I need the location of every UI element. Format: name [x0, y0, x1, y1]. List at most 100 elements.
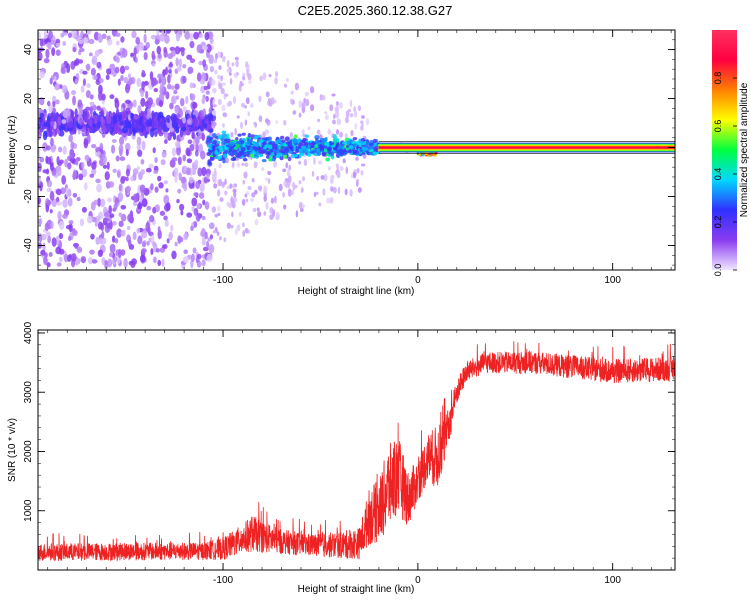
spectrogram-point: [187, 139, 193, 144]
spectrogram-point: [76, 246, 83, 253]
y-tick-label: 4000: [23, 321, 34, 344]
spectrogram-point: [47, 235, 52, 244]
spectrogram-point: [282, 168, 287, 173]
spectrogram-point: [290, 98, 293, 105]
spectrogram-point: [230, 224, 234, 229]
spectrogram-point: [357, 105, 362, 112]
spectrogram-point: [307, 152, 312, 157]
spectrogram-point: [176, 113, 181, 119]
spectrogram-point: [236, 162, 241, 168]
spectrogram-point: [49, 77, 53, 85]
spectrogram-point: [265, 150, 271, 156]
spectrogram-point: [195, 212, 201, 222]
spectrogram-point: [328, 166, 331, 171]
spectrogram-point: [150, 183, 154, 191]
spectrogram-point: [62, 199, 68, 208]
spectrogram-point: [113, 124, 119, 135]
spectrogram-point: [309, 104, 315, 112]
spectrogram-point: [174, 140, 181, 149]
spectrogram-point: [49, 125, 54, 131]
spectrogram-point: [201, 259, 206, 267]
spectrogram-point: [342, 141, 348, 145]
spectrogram-point: [97, 221, 103, 230]
spectrogram-point: [82, 70, 88, 75]
spectrogram-point: [349, 189, 353, 197]
spectrogram-point: [109, 63, 116, 70]
spectrogram-point: [49, 121, 55, 127]
spectrogram-point: [113, 256, 118, 263]
spectrogram-point: [183, 165, 187, 173]
spectrogram-point: [301, 102, 306, 110]
spectrogram-point: [62, 108, 68, 119]
spectrogram-point: [38, 196, 42, 205]
spectrogram-point: [109, 243, 116, 254]
spectrogram-point: [268, 157, 273, 162]
spectrogram-point: [327, 129, 332, 135]
spectrogram-point: [125, 99, 131, 104]
spectrogram-point: [61, 119, 67, 125]
spectrogram-point: [345, 110, 350, 119]
spectrogram-point: [99, 249, 104, 256]
spectrogram-point: [83, 37, 88, 44]
spectrogram-point: [89, 94, 94, 100]
spectrogram-point: [94, 221, 98, 227]
spectrogram-point: [226, 59, 230, 68]
spectrogram-point: [170, 85, 175, 90]
spectrogram-point: [125, 118, 130, 129]
spectrogram-point: [146, 240, 150, 246]
spectrogram-point: [52, 127, 58, 137]
spectrogram-point: [85, 30, 92, 35]
spectrogram-point: [231, 184, 235, 189]
colorbar-gradient: [712, 30, 737, 270]
spectrogram-point: [360, 163, 366, 167]
spectrogram-point: [163, 34, 170, 44]
spectrogram-point: [93, 126, 100, 132]
spectrogram-point: [163, 131, 169, 139]
spectrogram-point: [67, 32, 73, 39]
spectrogram-point: [144, 80, 149, 86]
spectrogram-point: [214, 213, 219, 218]
spectrogram-point: [189, 93, 196, 101]
spectrogram-point: [189, 82, 194, 89]
spectrogram-point: [198, 192, 205, 200]
spectrogram-point: [153, 169, 159, 174]
spectrogram-point: [285, 184, 290, 188]
spectrogram-point: [177, 188, 182, 194]
spectrogram-point: [226, 102, 231, 107]
spectrogram-point: [174, 83, 180, 90]
spectrogram-point: [199, 150, 206, 160]
spectrogram-point: [232, 156, 237, 161]
spectrogram-point: [174, 107, 179, 114]
spectrogram-point: [269, 207, 274, 214]
spectrogram-point: [257, 185, 263, 191]
spectrogram-point: [268, 97, 271, 102]
spectrogram-point: [369, 148, 374, 153]
spectrogram-point: [136, 166, 141, 171]
spectrogram-point: [57, 161, 63, 167]
spectrogram-point: [220, 87, 225, 95]
spectrogram-point: [75, 34, 81, 42]
spectrogram-point: [237, 153, 241, 159]
spectrogram-point: [213, 59, 218, 64]
spectrogram-point: [114, 66, 120, 74]
spectrogram-point: [287, 188, 292, 197]
spectrogram-point: [124, 83, 130, 94]
spectrogram-point: [229, 78, 233, 85]
spectrogram-point: [331, 93, 336, 97]
spectrogram-point: [55, 49, 61, 56]
spectrogram-point: [96, 105, 101, 111]
spectrogram-point: [247, 73, 252, 81]
spectrogram-point: [151, 50, 155, 60]
spectrogram-point: [326, 197, 330, 204]
spectrogram-point: [150, 34, 157, 40]
spectrogram-point: [44, 222, 50, 232]
spectrogram-point: [211, 110, 216, 115]
spectrogram-point: [216, 231, 220, 236]
spectrogram-point: [89, 249, 95, 255]
spectrogram-point: [148, 163, 154, 169]
spectrogram-point: [258, 115, 263, 123]
spectrogram-point: [205, 43, 212, 53]
spectrogram-point: [82, 108, 88, 116]
spectrogram-point: [231, 211, 234, 218]
spectrogram-point: [309, 86, 315, 94]
